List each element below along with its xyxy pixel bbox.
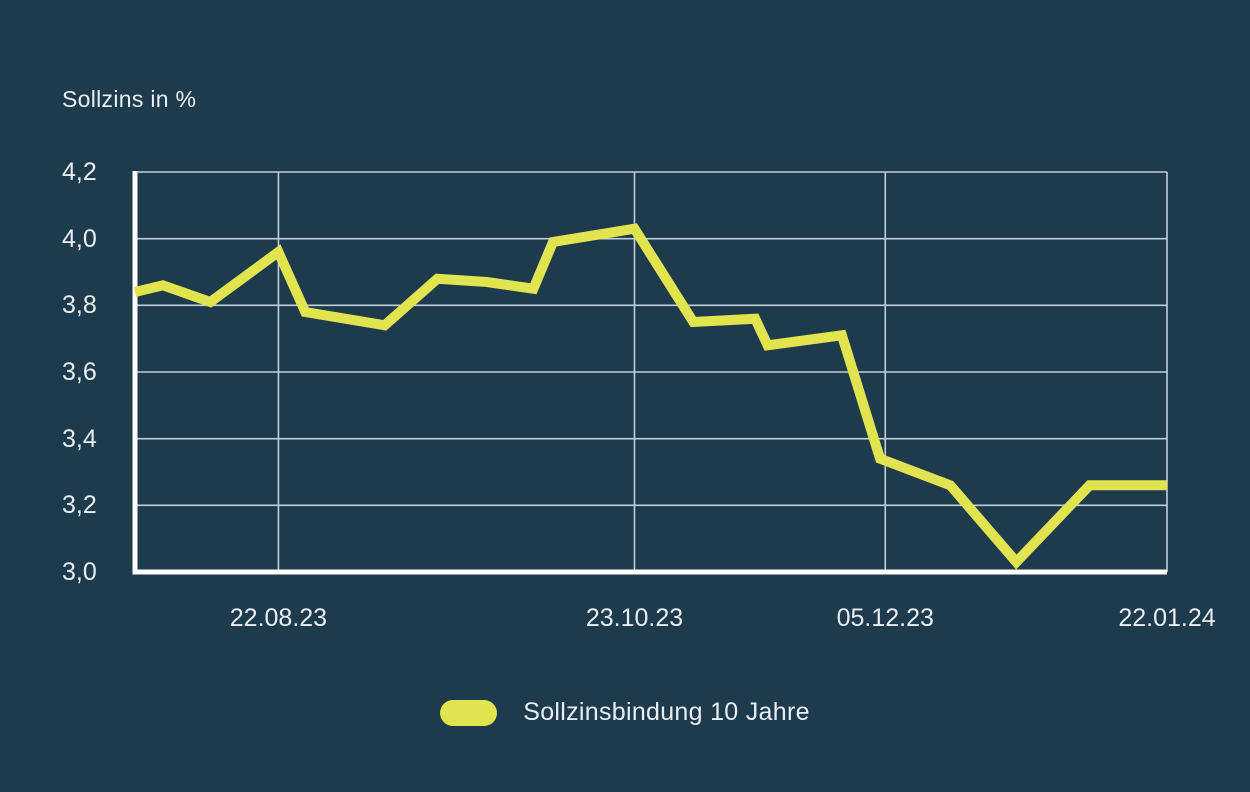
legend: Sollzinsbindung 10 Jahre <box>0 698 1250 727</box>
y-tick-label: 4,2 <box>62 158 97 186</box>
legend-label: Sollzinsbindung 10 Jahre <box>523 698 810 726</box>
y-tick-label: 3,0 <box>62 558 97 586</box>
x-tick-label: 05.12.23 <box>836 604 934 632</box>
y-tick-label: 3,2 <box>62 491 97 520</box>
legend-swatch-icon <box>440 699 498 726</box>
x-tick-label: 22.08.23 <box>229 604 328 632</box>
x-tick-label: 23.10.23 <box>585 604 684 632</box>
data-line-sollzinsbindung-10-jahre <box>133 223 1167 570</box>
y-tick-label: 3,8 <box>62 291 97 320</box>
y-tick-label: 3,6 <box>62 358 97 386</box>
y-tick-label: 4,0 <box>62 224 97 253</box>
x-tick-label: 22.01.24 <box>1118 604 1216 632</box>
y-tick-label: 3,4 <box>62 424 97 453</box>
chart-title: Sollzins in % <box>62 86 197 112</box>
